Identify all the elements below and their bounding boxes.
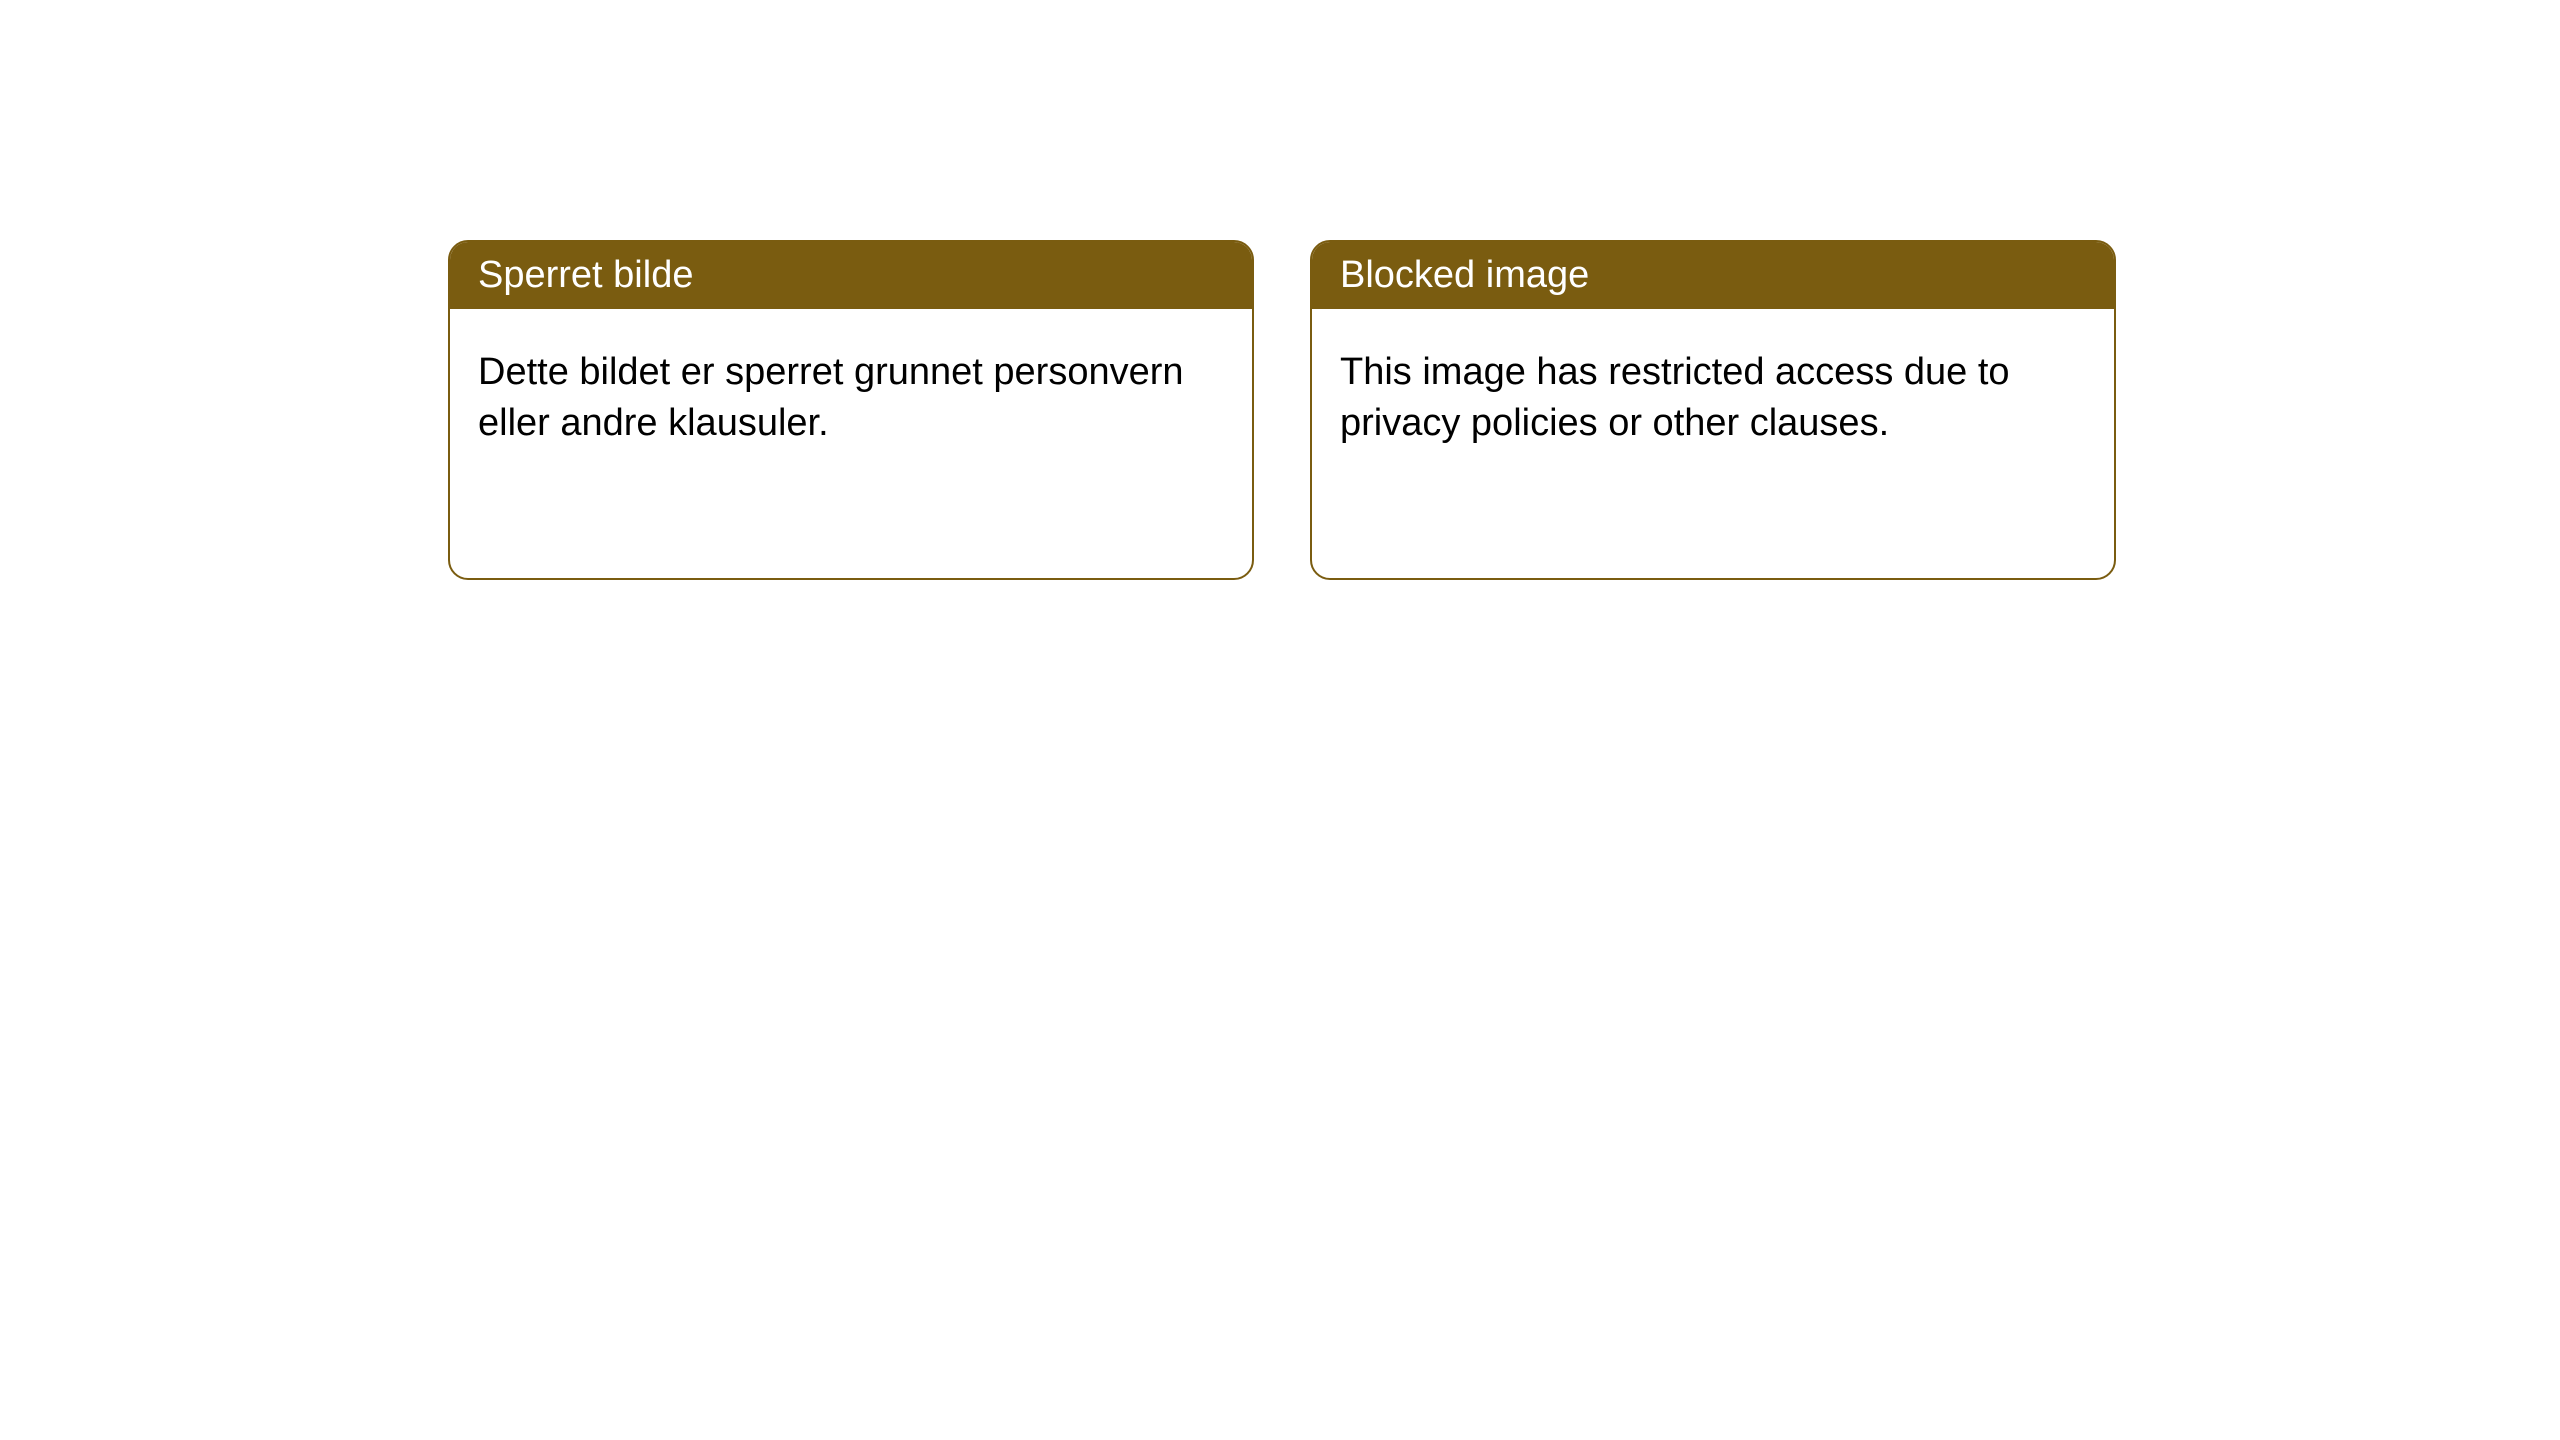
blocked-image-cards: Sperret bilde Dette bildet er sperret gr… [448, 240, 2560, 580]
card-body-en: This image has restricted access due to … [1312, 309, 2114, 488]
card-body-no: Dette bildet er sperret grunnet personve… [450, 309, 1252, 488]
blocked-image-card-no: Sperret bilde Dette bildet er sperret gr… [448, 240, 1254, 580]
card-title-no: Sperret bilde [450, 242, 1252, 309]
card-title-en: Blocked image [1312, 242, 2114, 309]
blocked-image-card-en: Blocked image This image has restricted … [1310, 240, 2116, 580]
